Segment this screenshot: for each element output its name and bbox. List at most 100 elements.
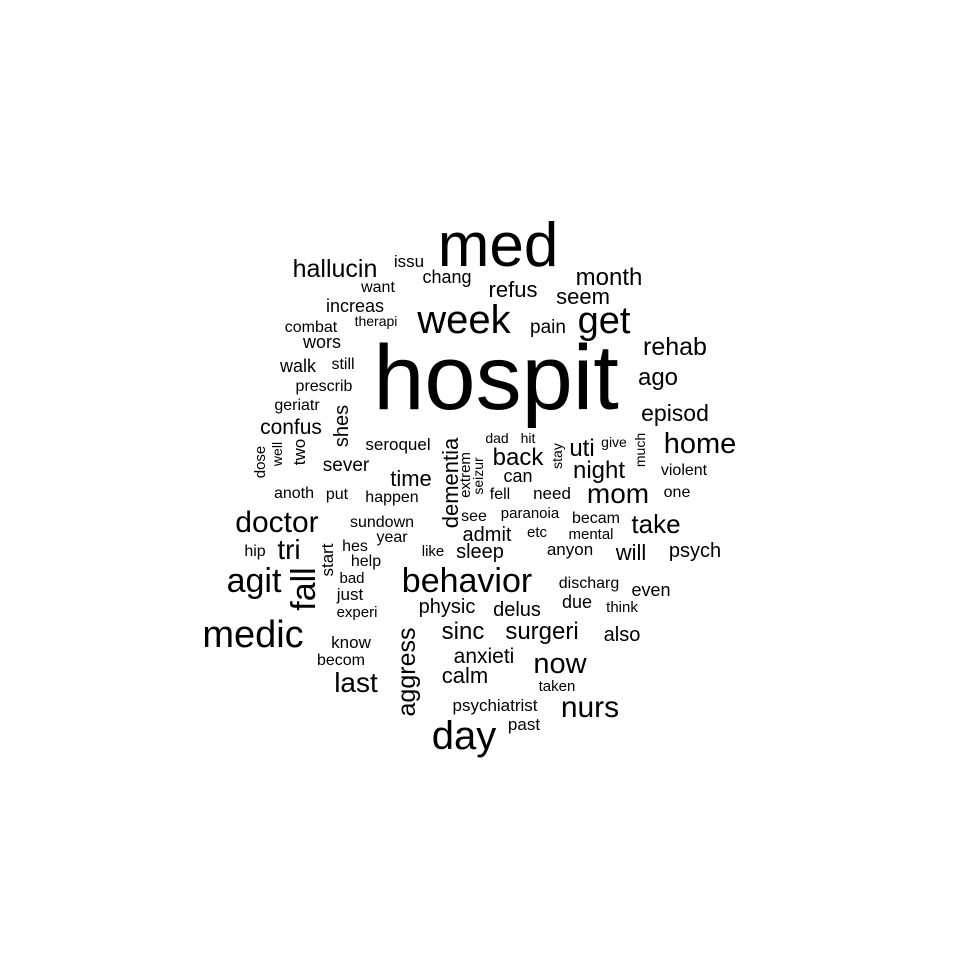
word-confus: confus bbox=[260, 416, 322, 439]
word-take: take bbox=[631, 509, 680, 539]
word-becam: becam bbox=[572, 510, 620, 527]
word-admit: admit bbox=[463, 524, 512, 546]
word-walk: walk bbox=[279, 356, 317, 376]
word-physic: physic bbox=[419, 596, 476, 618]
word-will: will bbox=[615, 540, 647, 565]
word-surgeri: surgeri bbox=[505, 618, 578, 645]
word-can: can bbox=[503, 466, 532, 486]
word-psych: psych bbox=[669, 540, 721, 562]
word-hit: hit bbox=[521, 430, 536, 446]
word-paranoia: paranoia bbox=[501, 505, 560, 522]
word-uti: uti bbox=[569, 435, 594, 462]
word-just: just bbox=[336, 585, 364, 604]
word-chang: chang bbox=[422, 267, 471, 287]
word-time: time bbox=[390, 466, 432, 491]
word-episod: episod bbox=[641, 400, 709, 426]
word-fall: fall bbox=[285, 567, 323, 610]
word-mental: mental bbox=[568, 526, 613, 543]
word-anxieti: anxieti bbox=[454, 645, 515, 668]
word-sundown: sundown bbox=[350, 514, 414, 531]
word-start: start bbox=[318, 543, 337, 576]
word-need: need bbox=[533, 484, 571, 503]
word-dementia: dementia bbox=[438, 437, 463, 528]
word-year: year bbox=[376, 529, 408, 546]
word-experi: experi bbox=[337, 604, 378, 621]
word-therapi: therapi bbox=[355, 313, 398, 329]
word-home: home bbox=[664, 428, 737, 460]
word-much: much bbox=[632, 433, 648, 467]
word-shes: shes bbox=[331, 405, 353, 447]
word-psychiatrist: psychiatrist bbox=[452, 696, 537, 715]
word-agit: agit bbox=[227, 562, 282, 600]
word-well: well bbox=[269, 442, 285, 467]
word-like: like bbox=[422, 543, 445, 560]
word-sever: sever bbox=[323, 455, 370, 476]
word-happen: happen bbox=[365, 489, 418, 506]
word-think: think bbox=[606, 599, 638, 616]
word-seizur: seizur bbox=[470, 457, 486, 495]
word-due: due bbox=[562, 592, 592, 612]
word-last: last bbox=[334, 667, 378, 698]
word-night: night bbox=[573, 457, 625, 484]
word-past: past bbox=[508, 715, 540, 734]
word-nurs: nurs bbox=[561, 691, 619, 724]
word-still: still bbox=[331, 356, 354, 373]
word-bad: bad bbox=[339, 570, 364, 587]
word-sleep: sleep bbox=[456, 541, 504, 563]
word-combat: combat bbox=[285, 319, 338, 336]
word-week: week bbox=[416, 298, 511, 342]
word-ago: ago bbox=[638, 364, 678, 391]
word-aggress: aggress bbox=[393, 628, 421, 717]
word-pain: pain bbox=[530, 317, 566, 338]
word-hip: hip bbox=[244, 543, 265, 560]
word-fell: fell bbox=[490, 486, 510, 503]
word-get: get bbox=[578, 300, 631, 342]
word-put: put bbox=[326, 486, 349, 503]
word-delus: delus bbox=[493, 599, 541, 621]
word-seem: seem bbox=[556, 284, 610, 309]
word-becom: becom bbox=[317, 652, 365, 669]
word-med: med bbox=[438, 211, 559, 280]
word-violent: violent bbox=[661, 462, 708, 479]
word-wors: wors bbox=[302, 332, 341, 352]
word-tri: tri bbox=[277, 534, 300, 565]
word-see: see bbox=[461, 508, 487, 525]
word-doctor: doctor bbox=[235, 506, 318, 539]
word-sinc: sinc bbox=[442, 618, 485, 645]
word-calm: calm bbox=[442, 663, 488, 688]
word-geriatr: geriatr bbox=[274, 397, 320, 414]
word-medic: medic bbox=[202, 614, 303, 656]
word-seroquel: seroquel bbox=[365, 435, 430, 454]
word-give: give bbox=[601, 434, 627, 450]
word-hospit: hospit bbox=[373, 327, 619, 429]
word-discharg: discharg bbox=[559, 575, 619, 592]
word-increas: increas bbox=[326, 296, 384, 316]
word-help: help bbox=[351, 553, 381, 570]
word-dad: dad bbox=[485, 430, 508, 446]
word-month: month bbox=[576, 264, 643, 291]
word-behavior: behavior bbox=[402, 562, 532, 600]
word-also: also bbox=[604, 624, 641, 646]
word-etc: etc bbox=[527, 524, 548, 541]
word-now: now bbox=[533, 648, 587, 680]
word-hallucin: hallucin bbox=[293, 255, 378, 283]
word-even: even bbox=[631, 580, 670, 600]
word-day: day bbox=[432, 714, 497, 758]
word-back: back bbox=[493, 444, 545, 471]
word-know: know bbox=[331, 633, 371, 652]
word-anyon: anyon bbox=[547, 540, 593, 559]
word-hes: hes bbox=[342, 538, 368, 555]
word-rehab: rehab bbox=[643, 333, 707, 361]
word-taken: taken bbox=[539, 678, 576, 695]
word-stay: stay bbox=[549, 443, 565, 469]
word-dose: dose bbox=[252, 446, 269, 479]
word-two: two bbox=[290, 439, 309, 465]
word-issu: issu bbox=[394, 252, 424, 271]
word-one: one bbox=[664, 484, 691, 501]
word-extrem: extrem bbox=[457, 452, 474, 498]
word-refus: refus bbox=[489, 277, 538, 302]
word-prescrib: prescrib bbox=[296, 378, 353, 395]
word-want: want bbox=[360, 279, 395, 296]
